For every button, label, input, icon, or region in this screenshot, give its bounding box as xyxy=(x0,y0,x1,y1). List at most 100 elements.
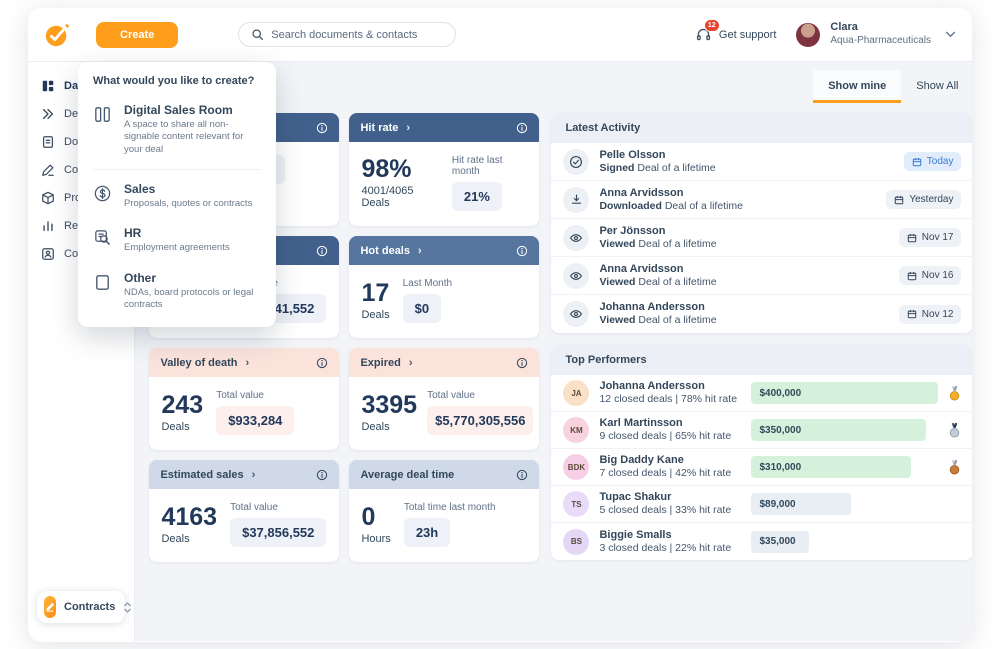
stat-card-estimated-sales[interactable]: Estimated sales › 4163 Deals Total value xyxy=(149,460,340,562)
create-option-hr[interactable]: HR Employment agreements xyxy=(93,218,261,262)
support-label: Get support xyxy=(718,28,777,41)
performer-name: Big Daddy Kane xyxy=(599,454,684,467)
create-option-description: A space to share all non-signable conten… xyxy=(124,119,244,155)
stat-card-hit-rate[interactable]: Hit rate › 98% 4001/4065 Deals Hit rate l… xyxy=(349,113,540,226)
tab-show-mine[interactable]: Show mine xyxy=(813,70,902,103)
activity-row[interactable]: Per Jönsson Viewed Deal of a lifetime No… xyxy=(551,219,972,257)
sales-room-icon xyxy=(93,103,113,156)
search-icon xyxy=(251,28,264,41)
deals-icon xyxy=(41,107,55,121)
stat-value-box: $5,770,305,556 xyxy=(427,406,534,435)
card-title: Hot deals xyxy=(360,244,410,257)
activity-object: Deal of a lifetime xyxy=(638,314,717,327)
scope-tabs: Show mine Show All xyxy=(149,70,972,103)
performer-amount-bar: $400,000 xyxy=(751,382,939,404)
eye-icon xyxy=(563,301,590,327)
create-option-label: Sales xyxy=(124,182,156,197)
user-menu[interactable]: Clara Aqua-Pharmaceuticals xyxy=(830,21,931,47)
performer-row[interactable]: TS Tupac Shakur 5 closed deals | 33% hit… xyxy=(551,486,972,523)
info-icon[interactable] xyxy=(316,245,328,257)
stat-value-box: 21% xyxy=(451,182,502,211)
main-area: Show mine Show All 42 xyxy=(135,62,972,641)
avatar: TS xyxy=(563,491,590,517)
activity-action: Viewed xyxy=(599,237,636,250)
performer-amount-bar: $89,000 xyxy=(751,493,852,515)
activity-date-badge: Nov 16 xyxy=(898,266,962,285)
info-icon[interactable] xyxy=(516,357,528,369)
dashboard-icon xyxy=(41,79,55,93)
info-icon[interactable] xyxy=(316,469,328,481)
performer-row[interactable]: JA Johanna Andersson 12 closed deals | 7… xyxy=(551,375,972,412)
headset-icon xyxy=(695,26,712,43)
info-icon[interactable] xyxy=(516,469,528,481)
info-icon[interactable] xyxy=(316,357,328,369)
performer-row[interactable]: BS Biggie Smalls 3 closed deals | 22% hi… xyxy=(551,523,972,560)
performer-row[interactable]: KM Karl Martinsson 9 closed deals | 65% … xyxy=(551,412,972,449)
activity-row[interactable]: Anna Arvidsson Viewed Deal of a lifetime… xyxy=(551,257,972,295)
reports-icon xyxy=(41,219,55,233)
stat-card-hot-deals[interactable]: Hot deals › 17 Deals Last Month xyxy=(349,236,540,338)
activity-row[interactable]: Johanna Andersson Viewed Deal of a lifet… xyxy=(551,295,972,333)
get-support-button[interactable]: 12 Get support xyxy=(695,19,777,43)
chevron-down-icon[interactable] xyxy=(945,31,956,38)
activity-object: Deal of a lifetime xyxy=(638,237,717,250)
performer-stats: 12 closed deals | 78% hit rate xyxy=(599,393,738,406)
create-option-label: Digital Sales Room xyxy=(124,103,233,117)
eye-icon xyxy=(563,262,590,289)
brand-logo-icon[interactable] xyxy=(44,22,70,48)
stat-card-expired[interactable]: Expired › 3395 Deals Total value xyxy=(349,348,540,450)
stat-side-label: Total value xyxy=(427,390,475,401)
activity-row[interactable]: Pelle Olsson Signed Deal of a lifetime T… xyxy=(551,143,972,181)
chevron-right-icon[interactable]: › xyxy=(417,244,422,257)
activity-action: Signed xyxy=(599,161,635,174)
chevron-right-icon[interactable]: › xyxy=(251,468,256,481)
entity-selector-label: Contracts xyxy=(64,601,116,613)
create-button[interactable]: Create xyxy=(96,21,179,48)
create-option-label: HR xyxy=(124,226,142,241)
chevron-right-icon[interactable]: › xyxy=(245,356,250,369)
create-menu-title: What would you like to create? xyxy=(93,75,255,87)
hr-icon xyxy=(93,226,113,254)
stat-value-box: $933,284 xyxy=(216,406,295,435)
activity-action: Viewed xyxy=(599,314,636,327)
create-option-sales[interactable]: Sales Proposals, quotes or contracts xyxy=(93,174,261,218)
activity-name: Pelle Olsson xyxy=(599,148,666,161)
eye-icon xyxy=(563,224,590,251)
performer-stats: 7 closed deals | 42% hit rate xyxy=(599,467,732,480)
dollar-icon xyxy=(93,182,113,210)
top-bar: Create 12 Get support Clara Aqua-Pharmac… xyxy=(28,8,972,62)
app-window: Create 12 Get support Clara Aqua-Pharmac… xyxy=(28,8,972,642)
avatar: KM xyxy=(563,417,590,443)
expired-value: 3395 xyxy=(361,390,418,419)
global-search[interactable] xyxy=(238,22,457,47)
latest-activity-panel: Latest Activity Pelle Olsson Signed Deal… xyxy=(551,113,972,333)
card-title: Expired xyxy=(360,356,401,369)
activity-object: Deal of a lifetime xyxy=(638,275,717,288)
chevron-right-icon[interactable]: › xyxy=(408,356,413,369)
entity-selector[interactable]: Contracts xyxy=(37,591,132,623)
activity-date-badge: Yesterday xyxy=(886,190,962,209)
activity-date-badge: Nov 17 xyxy=(898,228,962,247)
performer-stats: 3 closed deals | 22% hit rate xyxy=(599,541,732,554)
activity-row[interactable]: Anna Arvidsson Downloaded Deal of a life… xyxy=(551,181,972,219)
tab-show-all[interactable]: Show All xyxy=(916,80,959,92)
create-option-digital-sales-room[interactable]: Digital Sales Room A space to share all … xyxy=(93,95,261,171)
silver-medal-icon xyxy=(948,422,961,439)
chevron-right-icon[interactable]: › xyxy=(406,121,411,134)
info-icon[interactable] xyxy=(316,122,328,134)
info-icon[interactable] xyxy=(516,122,528,134)
products-icon xyxy=(41,191,55,205)
stat-card-average-deal-time[interactable]: Average deal time 0 Hours Total time las… xyxy=(349,460,540,562)
stat-side-label: Total value xyxy=(230,502,278,513)
activity-name: Anna Arvidsson xyxy=(599,262,684,275)
search-input[interactable] xyxy=(271,28,444,41)
performer-row[interactable]: BDK Big Daddy Kane 7 closed deals | 42% … xyxy=(551,449,972,486)
create-option-other[interactable]: Other NDAs, board protocols or legal con… xyxy=(93,263,261,320)
info-icon[interactable] xyxy=(516,245,528,257)
user-name: Clara xyxy=(830,21,858,34)
user-avatar[interactable] xyxy=(796,22,821,47)
support-notification-badge: 12 xyxy=(703,19,720,32)
blank-doc-icon xyxy=(93,271,113,312)
stat-card-valley-of-death[interactable]: Valley of death › 243 Deals Total value xyxy=(149,348,340,450)
valley-value: 243 xyxy=(161,390,204,419)
